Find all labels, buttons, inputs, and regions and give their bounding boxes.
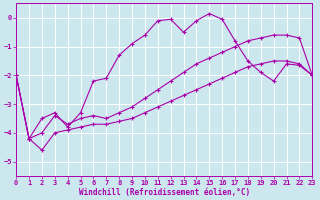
- X-axis label: Windchill (Refroidissement éolien,°C): Windchill (Refroidissement éolien,°C): [79, 188, 250, 197]
